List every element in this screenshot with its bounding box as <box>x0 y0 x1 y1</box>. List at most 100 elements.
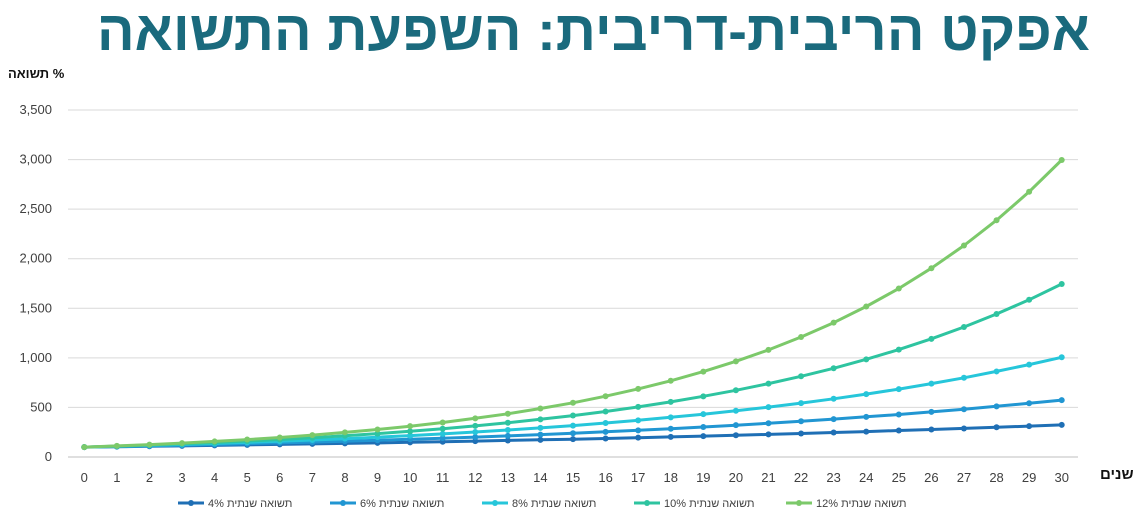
data-point <box>895 386 902 393</box>
data-point <box>439 419 446 426</box>
data-point <box>570 422 576 429</box>
data-point <box>960 374 967 381</box>
data-point <box>341 429 348 436</box>
legend-label: תשואה שנתית 10% <box>664 498 754 510</box>
data-point <box>504 427 511 434</box>
data-point <box>765 346 772 353</box>
data-point <box>211 438 218 445</box>
x-tick-label: 14 <box>533 470 547 485</box>
data-point <box>830 319 837 326</box>
legend-label: תשואה שנתית 8% <box>512 498 596 510</box>
data-point <box>928 380 935 387</box>
data-point <box>667 398 674 405</box>
data-point <box>407 423 414 430</box>
data-point <box>635 403 642 410</box>
data-point <box>407 428 414 435</box>
data-point <box>537 405 544 412</box>
data-point <box>1026 423 1033 430</box>
y-tick-label: 2,000 <box>19 251 52 266</box>
x-tick-label: 29 <box>1022 470 1036 485</box>
data-point <box>635 434 642 441</box>
data-point <box>667 425 674 432</box>
x-tick-label: 21 <box>761 470 775 485</box>
x-tick-label: 8 <box>341 470 348 485</box>
data-point <box>472 415 479 422</box>
data-point <box>472 422 479 429</box>
data-point <box>504 437 511 444</box>
y-tick-labels: 0 500 1,000 1,500 2,000 2,500 3,000 3,500 <box>19 102 52 464</box>
y-tick-label: 3,500 <box>19 102 52 117</box>
data-point <box>602 435 609 442</box>
data-point <box>1058 280 1065 287</box>
data-point <box>113 442 120 449</box>
data-point <box>830 395 837 402</box>
y-tick-label: 1,500 <box>19 300 52 315</box>
data-point <box>146 441 153 448</box>
legend-item: תשואה שנתית 4% <box>178 498 292 510</box>
x-tick-label: 11 <box>436 470 450 485</box>
data-point <box>439 430 446 437</box>
x-tick-label: 28 <box>989 470 1003 485</box>
data-point <box>570 399 576 406</box>
legend-item: תשואה שנתית 10% <box>634 498 754 510</box>
data-point <box>960 324 967 331</box>
data-point <box>993 311 1000 318</box>
data-point <box>1026 400 1033 407</box>
data-point <box>472 434 479 441</box>
y-axis-label: % תשואה <box>8 66 65 81</box>
data-point <box>798 334 805 341</box>
x-tick-label: 27 <box>957 470 971 485</box>
data-point <box>667 433 674 440</box>
data-point <box>537 436 544 443</box>
data-point <box>863 356 870 363</box>
data-point <box>537 416 544 423</box>
data-point <box>798 418 805 425</box>
data-point <box>504 432 511 439</box>
y-tick-label: 2,500 <box>19 201 52 216</box>
legend-swatch-marker <box>340 500 346 506</box>
x-tick-label: 20 <box>729 470 743 485</box>
legend-swatch-marker <box>796 500 802 506</box>
data-point <box>439 435 446 442</box>
data-point <box>960 406 967 413</box>
data-point <box>765 420 772 427</box>
x-tick-label: 1 <box>113 470 120 485</box>
data-point <box>472 429 479 436</box>
data-point <box>700 411 707 418</box>
data-point <box>439 425 446 432</box>
data-point <box>276 434 283 441</box>
legend-label: תשואה שנתית 12% <box>816 498 906 510</box>
y-tick-label: 3,000 <box>19 152 52 167</box>
data-point <box>993 403 1000 410</box>
data-point <box>765 431 772 438</box>
data-point <box>732 422 739 429</box>
data-point <box>1058 421 1065 428</box>
data-point <box>732 432 739 439</box>
data-point <box>700 423 707 430</box>
data-point <box>895 346 902 353</box>
x-tick-label: 24 <box>859 470 873 485</box>
data-point <box>700 433 707 440</box>
data-point <box>830 429 837 436</box>
data-point <box>928 335 935 342</box>
x-tick-label: 30 <box>1054 470 1068 485</box>
data-point <box>1026 296 1033 303</box>
gridlines <box>68 109 1078 458</box>
x-tick-label: 22 <box>794 470 808 485</box>
data-point <box>374 426 381 433</box>
data-point <box>732 407 739 414</box>
legend: תשואה שנתית 4% תשואה שנתית 6% תשואה שנתית … <box>178 498 906 510</box>
series-group <box>81 156 1065 451</box>
x-tick-label: 10 <box>403 470 417 485</box>
legend-swatch-marker <box>644 500 650 506</box>
data-point <box>928 265 935 272</box>
x-tick-label: 6 <box>276 470 283 485</box>
x-tick-label: 17 <box>631 470 645 485</box>
data-point <box>179 440 186 447</box>
data-point <box>537 424 544 431</box>
data-point <box>570 430 576 437</box>
x-tick-label: 16 <box>598 470 612 485</box>
data-point <box>700 368 707 375</box>
x-tick-label: 18 <box>664 470 678 485</box>
